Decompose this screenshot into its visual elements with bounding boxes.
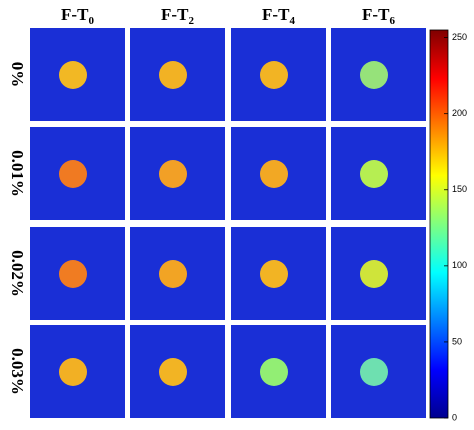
- row-label: 0.01%: [8, 150, 27, 197]
- row-label: 0%: [8, 62, 27, 88]
- sample-spot: [260, 358, 288, 386]
- sample-spot: [159, 160, 187, 188]
- column-header-sub: 0: [88, 15, 94, 27]
- column-header-main: F-T: [61, 5, 89, 24]
- column-header: F-T4: [262, 5, 295, 27]
- sample-spot: [360, 260, 388, 288]
- sample-spot: [260, 61, 288, 89]
- row-label: 0.02%: [8, 250, 27, 297]
- sample-spot: [360, 358, 388, 386]
- colorbar: [429, 29, 449, 419]
- sample-spot: [159, 260, 187, 288]
- column-header: F-T0: [61, 5, 94, 27]
- row-label: 0.03%: [8, 348, 27, 395]
- sample-spot: [159, 61, 187, 89]
- column-header-sub: 2: [188, 15, 194, 27]
- sample-spot: [260, 260, 288, 288]
- sample-spot: [59, 260, 87, 288]
- sample-spot: [260, 160, 288, 188]
- sample-spot: [360, 160, 388, 188]
- colorbar-tick-label: 0: [452, 412, 457, 422]
- column-header: F-T6: [362, 5, 395, 27]
- sample-spot: [59, 61, 87, 89]
- colorbar-tick-label: 200: [452, 108, 467, 118]
- sample-spot: [59, 160, 87, 188]
- colorbar-tick-label: 100: [452, 260, 467, 270]
- column-header: F-T2: [161, 5, 194, 27]
- sample-spot: [59, 358, 87, 386]
- colorbar-tick-label: 150: [452, 184, 467, 194]
- colorbar-tick-label: 50: [452, 336, 462, 346]
- column-header-main: F-T: [362, 5, 390, 24]
- sample-spot: [360, 61, 388, 89]
- sample-spot: [159, 358, 187, 386]
- column-header-sub: 4: [289, 15, 295, 27]
- column-header-sub: 6: [389, 15, 395, 27]
- column-header-main: F-T: [262, 5, 290, 24]
- column-header-main: F-T: [161, 5, 189, 24]
- colorbar-tick-label: 250: [452, 32, 467, 42]
